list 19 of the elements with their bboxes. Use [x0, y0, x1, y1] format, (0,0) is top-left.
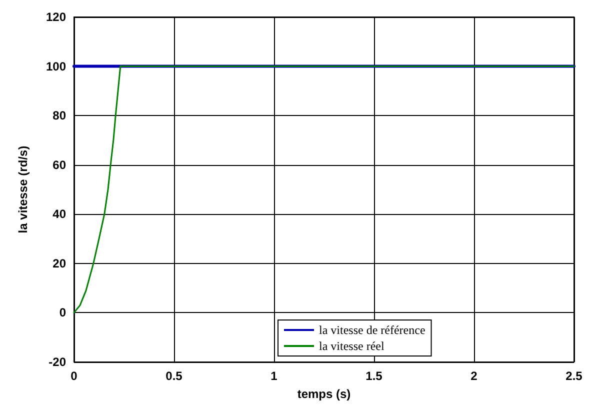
- x-tick-label: 2: [470, 369, 478, 383]
- x-tick-label: 2.5: [566, 369, 583, 383]
- y-tick-label: 0: [59, 306, 66, 320]
- legend-label: la vitesse réel: [319, 339, 385, 353]
- y-tick-label: 80: [52, 108, 66, 123]
- y-tick-label: 60: [52, 158, 66, 172]
- line-series: [73, 66, 575, 314]
- legend-label: la vitesse de référence: [319, 323, 426, 337]
- y-tick-label: -20: [48, 355, 66, 369]
- y-tick-label: 100: [46, 59, 66, 74]
- y-tick-label: 40: [52, 207, 66, 222]
- x-axis-title: temps (s): [297, 387, 351, 401]
- x-tick-label: 1: [270, 369, 278, 383]
- x-tick-label: 0.5: [166, 369, 183, 383]
- y-tick-label: 20: [52, 256, 66, 270]
- y-axis-title: la vitesse (rd/s): [16, 146, 30, 234]
- y-tick-label: 120: [46, 10, 66, 24]
- x-tick-label: 0: [70, 369, 78, 383]
- x-tick-label: 1.5: [366, 369, 383, 383]
